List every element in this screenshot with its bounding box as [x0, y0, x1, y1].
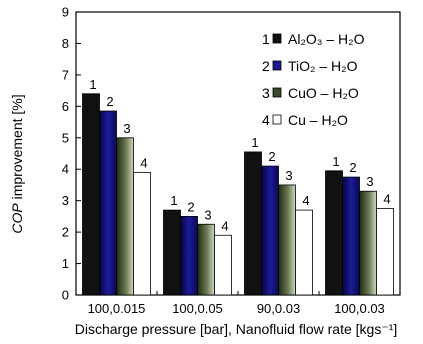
legend-number: 1 — [262, 31, 270, 47]
legend: 1 Al₂O₃ – H₂O 2 TiO₂ – H₂O 3 CuO – H₂O 4 Cu – H… — [262, 31, 365, 128]
y-tick-label: 3 — [62, 193, 69, 208]
bar — [261, 165, 279, 296]
bar-number-label: 4 — [383, 192, 390, 207]
bar-number-label: 3 — [366, 174, 373, 189]
legend-number: 3 — [262, 85, 270, 101]
bar-number-label: 1 — [89, 77, 96, 92]
bar — [376, 208, 394, 296]
bar — [180, 215, 198, 296]
x-tick-label: 100,0.015 — [88, 301, 146, 316]
bar-number-label: 3 — [204, 207, 211, 222]
legend-swatch — [272, 114, 282, 125]
y-tick-label: 7 — [62, 67, 69, 82]
y-tick-label: 6 — [62, 99, 69, 114]
legend-number: 4 — [262, 112, 270, 128]
legend-swatch — [272, 33, 282, 44]
legend-label: CuO – H₂O — [288, 85, 359, 101]
bar — [359, 190, 377, 296]
y-tick-label: 1 — [62, 256, 69, 271]
y-tick-label: 5 — [62, 130, 69, 145]
bar — [278, 184, 296, 296]
bar-number-label: 1 — [170, 193, 177, 208]
x-tick-label: 90,0.03 — [257, 301, 300, 316]
x-tick-label: 100,0.05 — [172, 301, 223, 316]
y-tick-label: 9 — [62, 5, 69, 20]
y-tick-label: 4 — [62, 162, 69, 177]
bar — [342, 176, 360, 296]
bar-number-label: 4 — [140, 155, 147, 170]
bar-number-label: 2 — [187, 199, 194, 214]
y-axis-title: COP improvement [%] — [9, 94, 25, 233]
y-tick-label: 0 — [62, 288, 69, 303]
legend-number: 2 — [262, 58, 270, 74]
bar — [99, 110, 117, 296]
bar-number-label: 2 — [268, 149, 275, 164]
bar — [244, 151, 262, 296]
bar-number-label: 3 — [123, 121, 130, 136]
y-tick-label: 8 — [62, 36, 69, 51]
bar — [133, 171, 151, 296]
bar-number-label: 1 — [332, 154, 339, 169]
legend-label: Cu – H₂O — [288, 112, 348, 128]
bar-number-label: 1 — [251, 135, 258, 150]
bar — [214, 234, 232, 296]
bar-number-label: 4 — [221, 218, 228, 233]
bar-number-label: 4 — [302, 193, 309, 208]
bar — [116, 137, 134, 296]
bar — [163, 209, 181, 296]
legend-label: Al₂O₃ – H₂O — [288, 31, 365, 47]
bar — [295, 209, 313, 296]
bar-number-label: 2 — [106, 94, 113, 109]
legend-swatch — [272, 87, 282, 98]
x-axis-title: Discharge pressure [bar], Nanofluid flow… — [75, 321, 398, 337]
y-axis-title-rest: improvement [%] — [9, 94, 25, 203]
legend-swatch — [272, 60, 282, 71]
x-tick-label: 100,0.03 — [334, 301, 385, 316]
bar — [82, 93, 100, 296]
bar-number-label: 2 — [349, 160, 356, 175]
y-axis-title-italic: COP — [9, 203, 25, 234]
legend-label: TiO₂ – H₂O — [288, 58, 358, 74]
y-tick-label: 2 — [62, 225, 69, 240]
bar — [197, 223, 215, 296]
bar-number-label: 3 — [285, 168, 292, 183]
bar — [325, 170, 343, 296]
